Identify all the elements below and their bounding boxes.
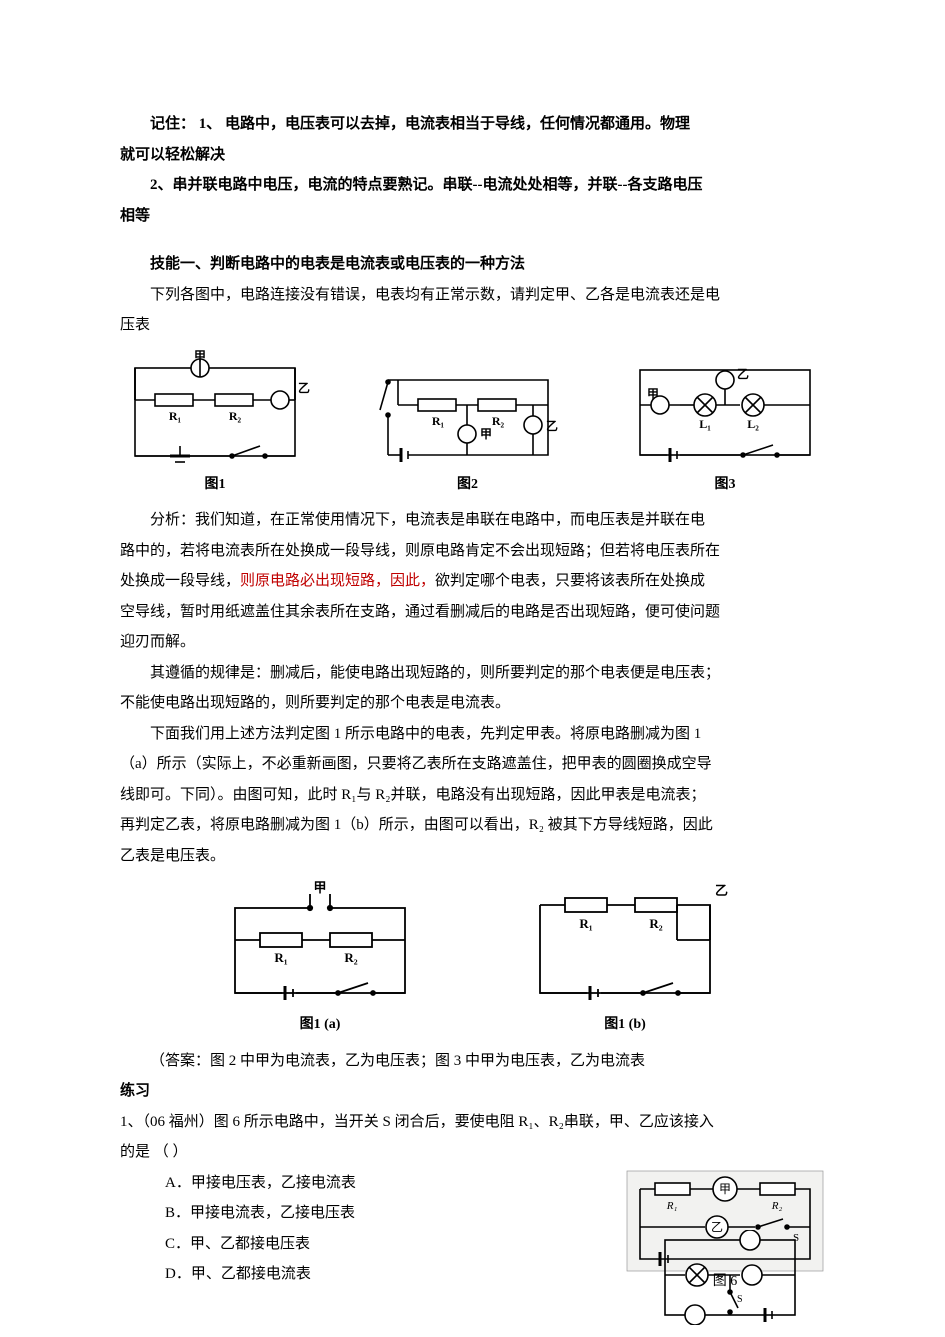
svg-text:乙: 乙	[298, 381, 310, 395]
analysis-p2a: 其遵循的规律是：删减后，能使电路出现短路的，则所要判定的那个电表便是电压表；	[120, 659, 825, 688]
analysis-p3d: 再判定乙表，将原电路删减为图 1（b）所示，由图可以看出，R₂ 被其下方导线短路…	[120, 811, 825, 840]
figure-bottom: S	[655, 1230, 805, 1325]
figure-row-1: 甲 R₁ R₂ 乙 图1	[120, 350, 825, 499]
svg-text:R₁: R₁	[431, 414, 444, 428]
svg-text:R₂: R₂	[491, 414, 504, 428]
figure-1: 甲 R₁ R₂ 乙 图1	[120, 350, 310, 499]
analysis-p1c: 处换成一段导线，则原电路必出现短路，因此，欲判定哪个电表，只要将该表所在处换成	[120, 567, 825, 596]
svg-text:R₁: R₁	[666, 1200, 678, 1212]
fig1a-caption: 图1 (a)	[300, 1012, 341, 1039]
svg-text:R₂: R₂	[649, 916, 662, 931]
analysis-p1c-red: 则原电路必出现短路，因此，	[240, 573, 435, 589]
analysis-p3b: （a）所示（实际上，不必重新画图，只要将乙表所在支路遮盖住，把甲表的圆圈换成空导	[120, 750, 825, 779]
analysis-p1e: 迎刃而解。	[120, 628, 825, 657]
mnemonic-line1b: 就可以轻松解决	[120, 141, 825, 170]
svg-text:R₂: R₂	[229, 409, 242, 423]
svg-text:R₁: R₁	[274, 950, 287, 965]
svg-text:R₁: R₁	[579, 916, 592, 931]
svg-text:R₁: R₁	[169, 409, 182, 423]
analysis-p1b: 路中的，若将电流表所在处换成一段导线，则原电路肯定不会出现短路；但若将电压表所在	[120, 537, 825, 566]
figure-row-2: 甲 R₁ R₂ 图1 (a)	[120, 880, 825, 1039]
fig2-caption: 图2	[457, 472, 478, 499]
mnemonic-line2b: 相等	[120, 202, 825, 231]
analysis-p1d: 空导线，暂时用纸遮盖住其余表所在支路，通过看删减后的电路是否出现短路，便可使问题	[120, 598, 825, 627]
analysis-p1c2: 欲判定哪个电表，只要将该表所在处换成	[435, 573, 705, 589]
analysis-p3c: 线即可。下同）。由图可知，此时 R₁与 R₂并联，电路没有出现短路，因此甲表是电…	[120, 781, 825, 810]
mnemonic-block: 记住： 1、 电路中，电压表可以去掉，电流表相当于导线，任何情况都通用。物理 就…	[120, 110, 825, 230]
mnemonic-line2a: 2、串并联电路中电压，电流的特点要熟记。串联--电流处处相等，并联--各支路电压	[120, 171, 825, 200]
mnemonic-line1a: 记住： 1、 电路中，电压表可以去掉，电流表相当于导线，任何情况都通用。物理	[120, 110, 825, 139]
analysis-p1c1: 处换成一段导线，	[120, 573, 240, 589]
figure-1a: 甲 R₁ R₂ 图1 (a)	[215, 880, 425, 1039]
svg-text:甲: 甲	[313, 880, 326, 895]
skill1-title: 技能一、判断电路中的电表是电流表或电压表的一种方法	[120, 250, 825, 279]
fig1b-caption: 图1 (b)	[604, 1012, 646, 1039]
analysis-p1a: 分析：我们知道，在正常使用情况下，电流表是串联在电路中，而电压表是并联在电	[120, 506, 825, 535]
svg-text:L₁: L₁	[699, 417, 711, 431]
svg-text:乙: 乙	[715, 883, 728, 898]
svg-text:L₂: L₂	[747, 417, 759, 431]
analysis-p3a: 下面我们用上述方法判定图 1 所示电路中的电表，先判定甲表。将原电路删减为图 1	[120, 720, 825, 749]
svg-text:乙: 乙	[546, 419, 558, 433]
figure-3: 乙 甲 L₁ L₂ 图3	[625, 350, 825, 499]
figure-1b: R₁ R₂ 乙 图1 (b)	[520, 880, 730, 1039]
svg-text:甲: 甲	[194, 350, 206, 363]
q1-stem-a: 1、（06 福州）图 6 所示电路中，当开关 S 闭合后，要使电阻 R₁、R₂串…	[120, 1108, 825, 1137]
svg-text:R₂: R₂	[771, 1200, 783, 1212]
skill1-intro-a: 下列各图中，电路连接没有错误，电表均有正常示数，请判定甲、乙各是电流表还是电	[120, 281, 825, 310]
analysis-p3e: 乙表是电压表。	[120, 842, 825, 871]
answer-line: （答案：图 2 中甲为电流表，乙为电压表；图 3 中甲为电压表，乙为电流表	[120, 1047, 825, 1076]
figure-2: R₁ R₂ 甲 乙 图2	[368, 360, 568, 499]
svg-text:R₂: R₂	[344, 950, 357, 965]
analysis-p2b: 不能使电路出现短路的，则所要判定的那个电表是电流表。	[120, 689, 825, 718]
svg-text:乙: 乙	[737, 367, 749, 381]
practice-title: 练习	[120, 1077, 825, 1106]
q1-stem-b: 的是 （ ）	[120, 1138, 825, 1167]
svg-text:甲: 甲	[719, 1182, 731, 1196]
fig3-caption: 图3	[715, 472, 736, 499]
fig1-caption: 图1	[205, 472, 226, 499]
svg-text:甲: 甲	[647, 387, 659, 401]
skill1-intro-b: 压表	[120, 311, 825, 340]
svg-text:S: S	[737, 1294, 743, 1305]
svg-text:甲: 甲	[480, 427, 492, 441]
